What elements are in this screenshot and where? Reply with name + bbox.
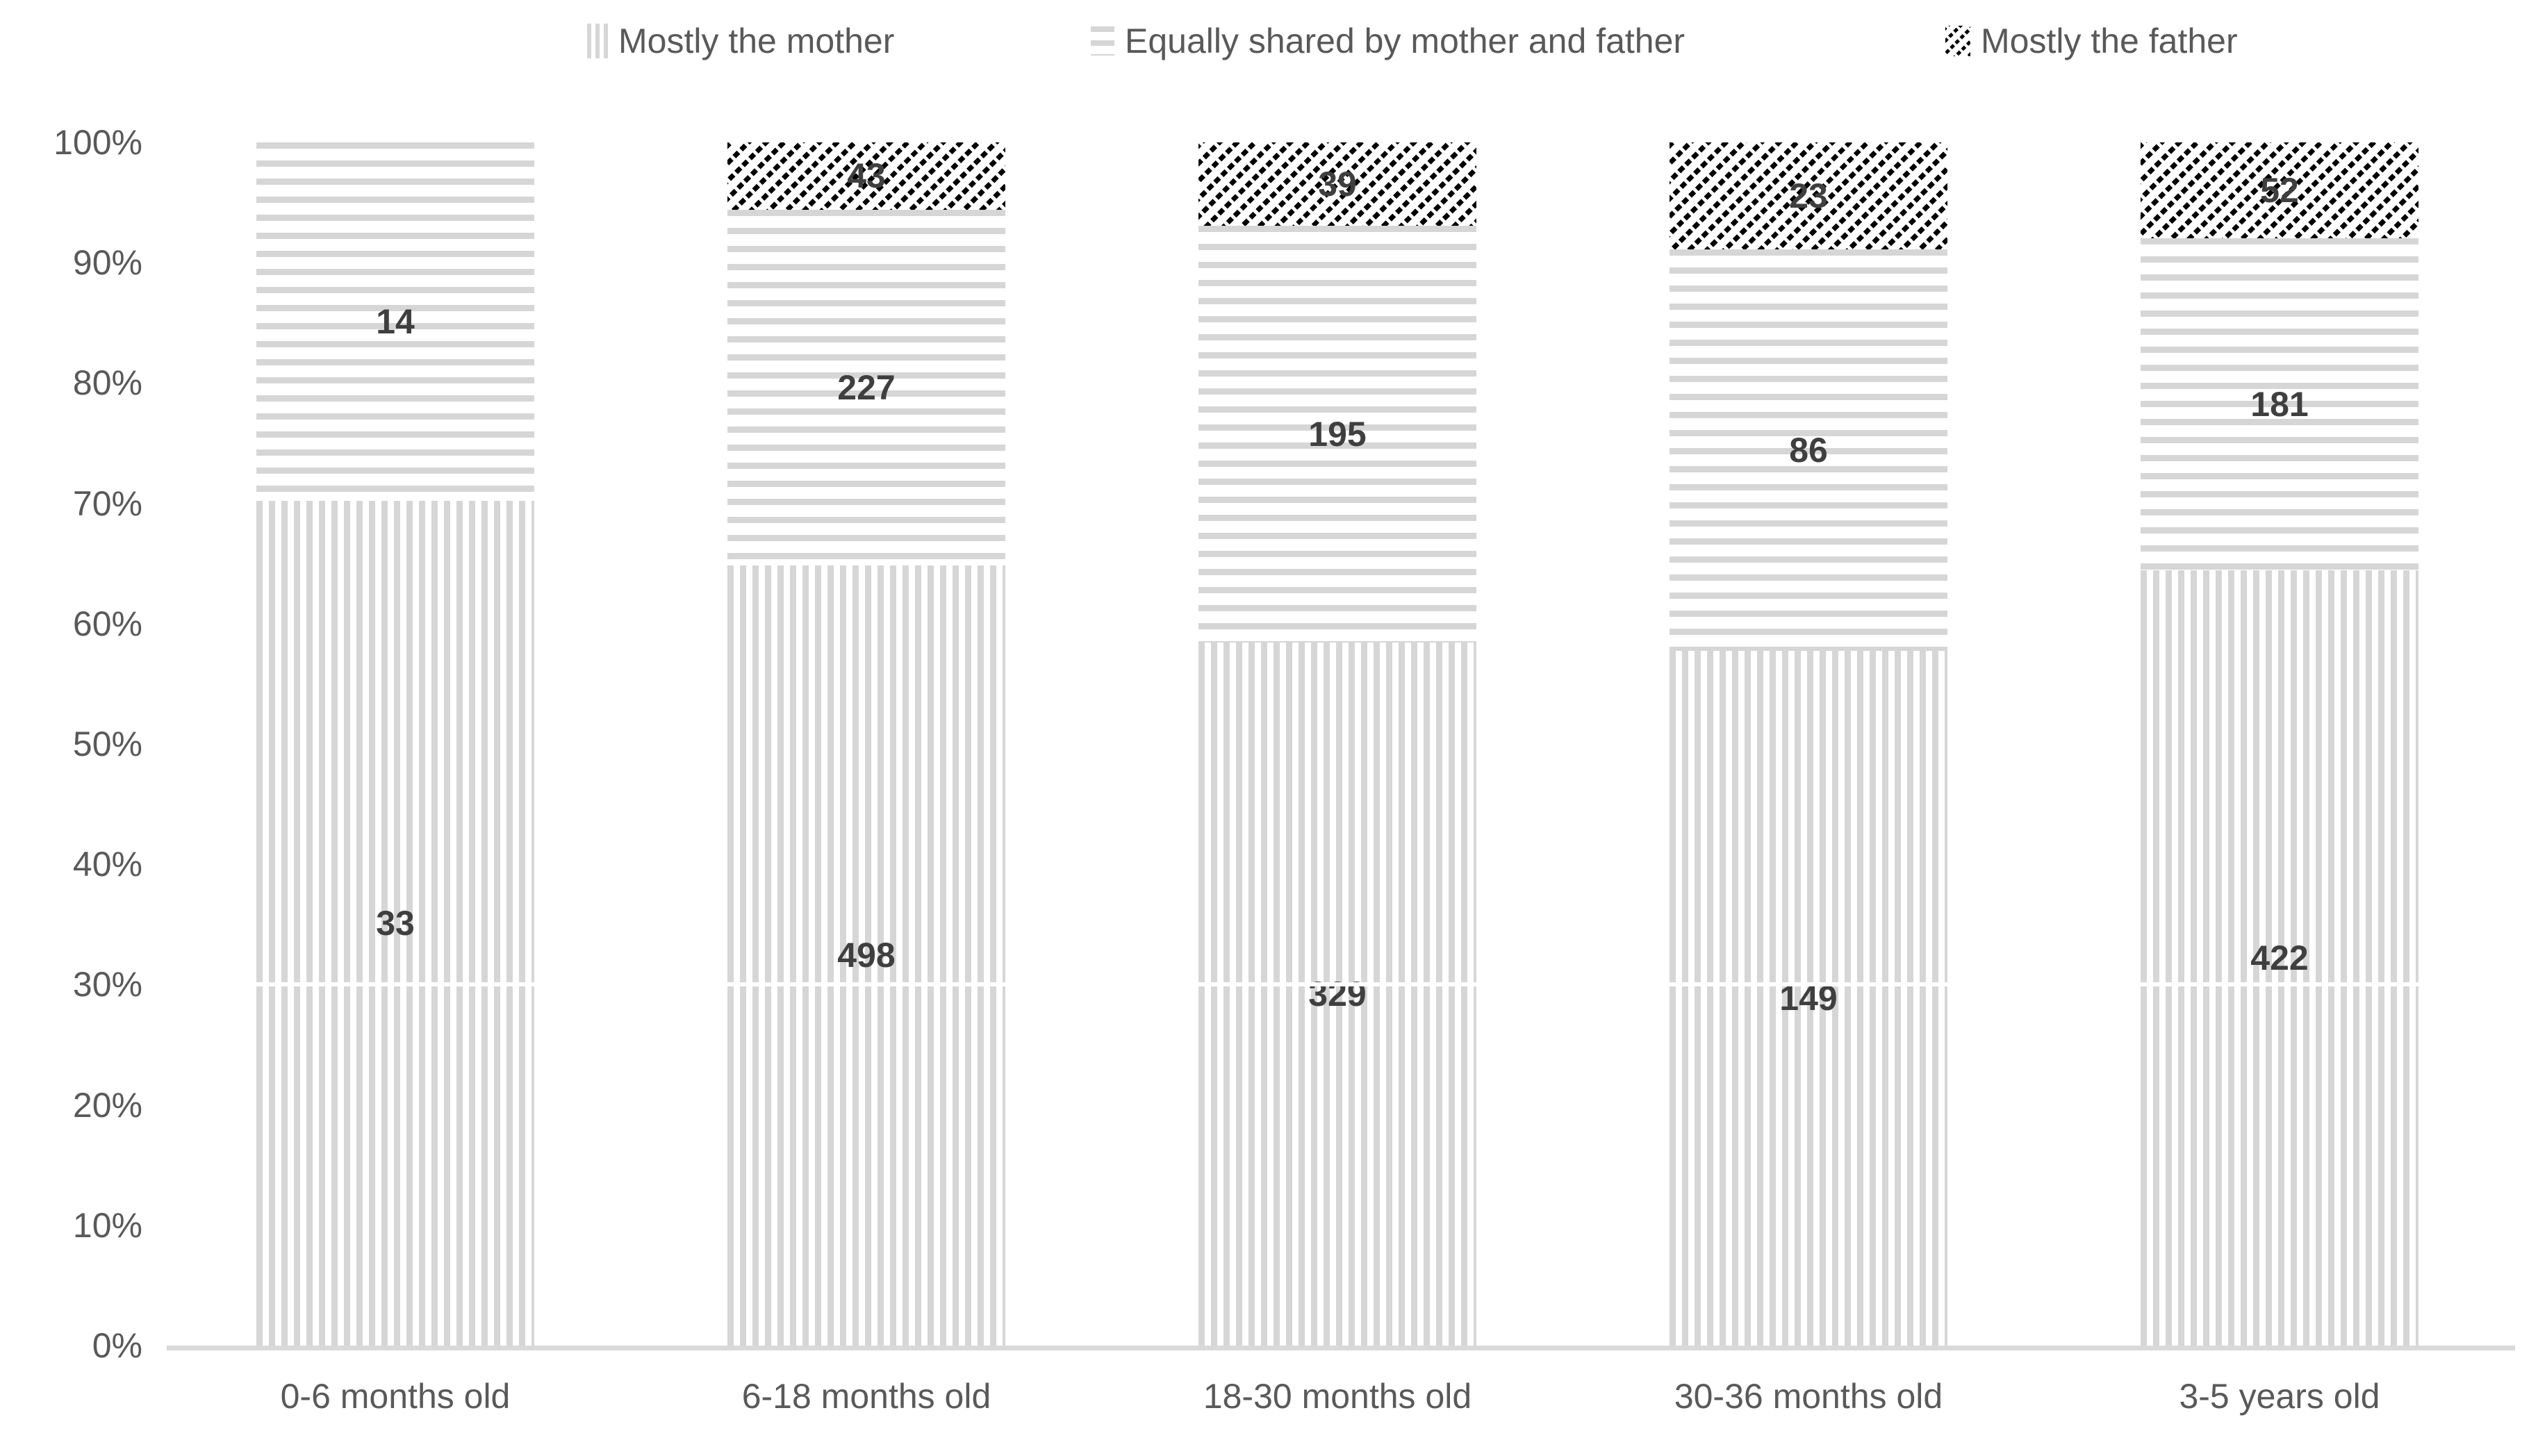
y-tick-label: 30% xyxy=(72,965,142,1004)
white-break-line xyxy=(160,982,2515,986)
data-label: 422 xyxy=(2250,938,2309,978)
segment-equally-shared: 14 xyxy=(256,142,534,501)
y-tick-label: 40% xyxy=(72,845,142,884)
y-tick-label: 100% xyxy=(53,123,142,162)
segment-mostly-father: 43 xyxy=(727,142,1005,210)
y-tick-label: 0% xyxy=(92,1326,142,1365)
data-label: 52 xyxy=(2260,170,2299,210)
data-label: 86 xyxy=(1789,431,1828,470)
y-tick-label: 90% xyxy=(72,243,142,283)
legend-label: Mostly the mother xyxy=(618,22,895,60)
y-tick-label: 20% xyxy=(72,1085,142,1125)
legend-item: Equally shared by mother and father xyxy=(1091,19,1685,63)
y-tick-label: 50% xyxy=(72,725,142,763)
segment-mostly-mother: 33 xyxy=(256,500,534,1346)
segment-mostly-father: 52 xyxy=(2141,142,2418,238)
legend-item: Mostly the father xyxy=(1945,19,2238,63)
data-label: 33 xyxy=(376,903,415,943)
segment-equally-shared: 86 xyxy=(1670,249,1947,651)
segment-mostly-mother: 329 xyxy=(1198,642,1476,1346)
segment-equally-shared: 181 xyxy=(2141,238,2418,571)
segment-mostly-father: 23 xyxy=(1670,142,1947,250)
x-axis-line xyxy=(167,1346,2515,1350)
segment-mostly-mother: 149 xyxy=(1670,650,1947,1346)
category-label: 18-30 months old xyxy=(1203,1377,1472,1416)
segment-equally-shared: 227 xyxy=(727,209,1005,565)
data-label: 195 xyxy=(1308,414,1367,454)
segment-equally-shared: 195 xyxy=(1198,225,1476,643)
legend-label: Equally shared by mother and father xyxy=(1125,22,1686,60)
y-tick-label: 10% xyxy=(72,1205,142,1245)
segment-mostly-mother: 422 xyxy=(2141,570,2418,1346)
data-label: 43 xyxy=(847,156,886,196)
y-tick-label: 80% xyxy=(72,363,142,403)
y-tick-label: 60% xyxy=(72,604,142,643)
data-label: 14 xyxy=(376,301,415,341)
vertical-stripes-icon xyxy=(587,24,608,58)
data-label: 329 xyxy=(1308,974,1367,1014)
category-label: 30-36 months old xyxy=(1674,1377,1943,1416)
data-label: 39 xyxy=(1318,164,1357,204)
diagonal-stripes-icon xyxy=(1945,26,1970,56)
category-label: 6-18 months old xyxy=(741,1377,991,1416)
segment-mostly-mother: 498 xyxy=(727,565,1005,1346)
category-label: 0-6 months old xyxy=(280,1377,511,1416)
data-label: 498 xyxy=(837,936,896,975)
data-label: 227 xyxy=(837,367,896,407)
legend-label: Mostly the father xyxy=(1981,22,2238,60)
segment-mostly-father: 39 xyxy=(1198,142,1476,226)
legend-item: Mostly the mother xyxy=(587,19,894,63)
data-label: 23 xyxy=(1789,176,1828,216)
horizontal-stripes-icon xyxy=(1091,26,1114,56)
y-tick-label: 70% xyxy=(72,483,142,523)
data-label: 181 xyxy=(2250,384,2309,424)
category-label: 3-5 years old xyxy=(2179,1377,2380,1416)
